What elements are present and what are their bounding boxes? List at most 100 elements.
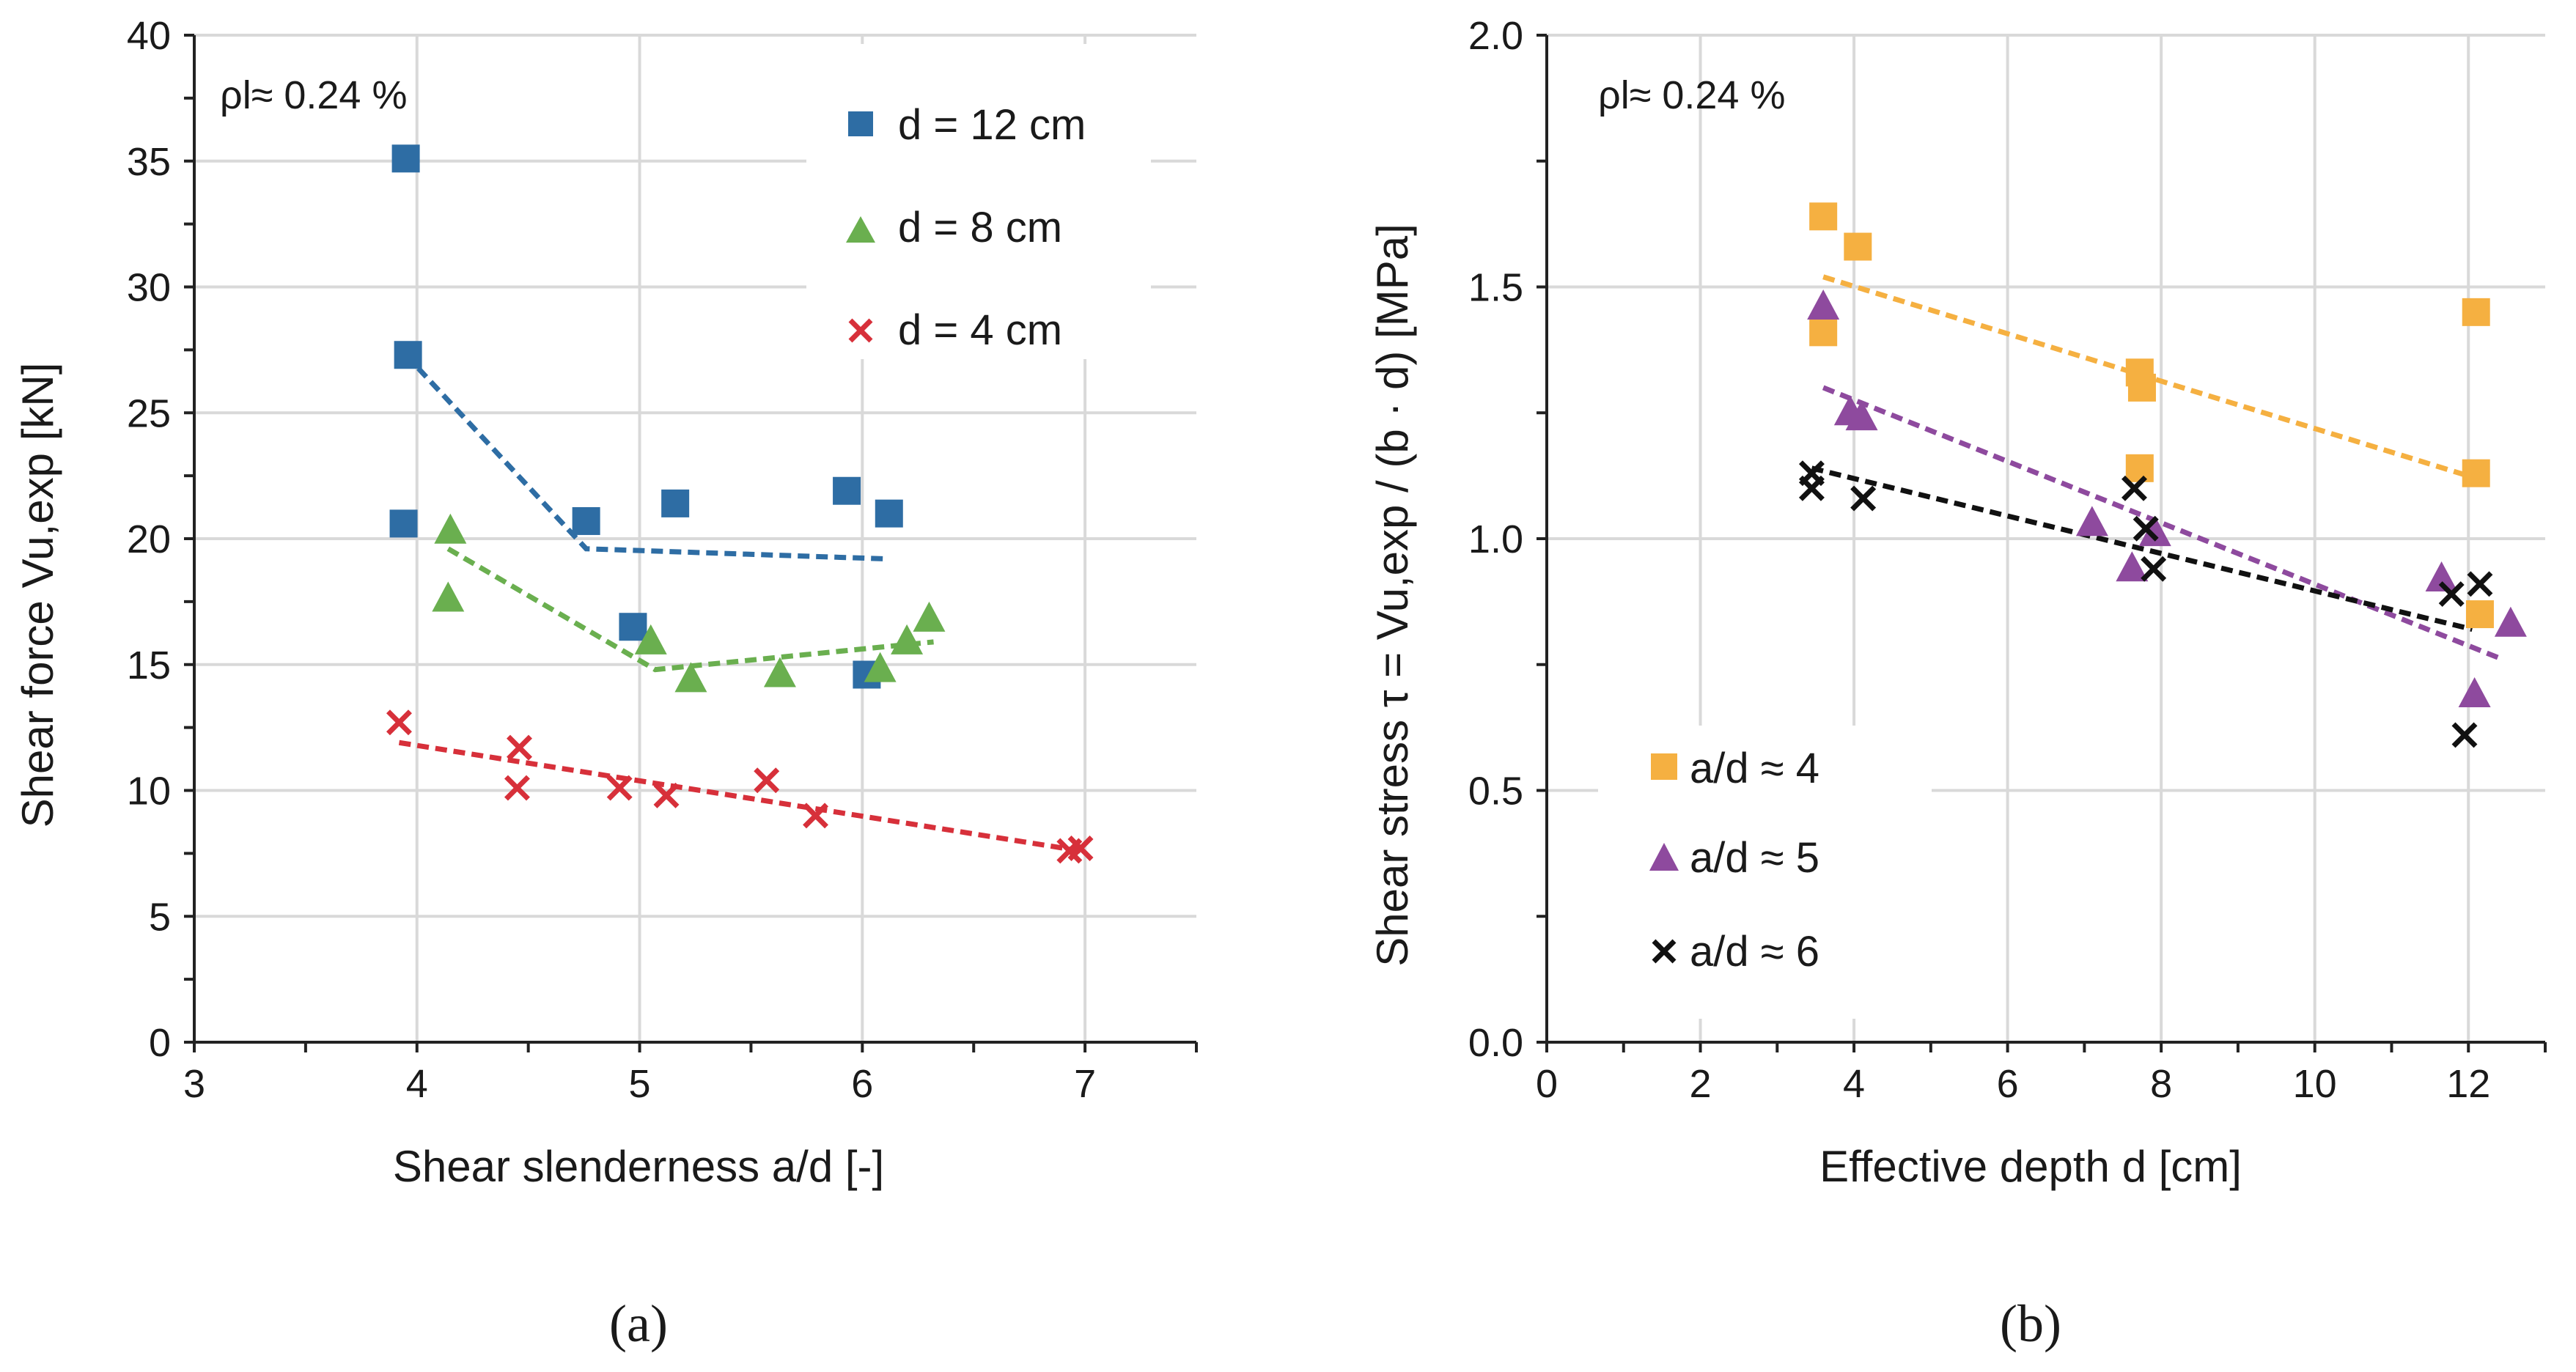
trendline-cross [1811,465,2473,632]
data-point-square [572,506,600,535]
legend-marker-ad5 [1649,843,1679,871]
panel-b-legend: a/d ≈ 4 a/d ≈ 5 a/d ≈ 6 [1598,726,1932,1019]
x-tick-label: 10 [2293,1062,2337,1106]
data-point-square [1844,232,1872,261]
data-point-square [2125,454,2154,482]
panel-a-data-points [386,144,1094,864]
panel-a-caption: (a) [609,1294,668,1353]
data-point-triangle [763,657,796,687]
data-point-square [2462,459,2490,487]
data-point-triangle [913,601,946,632]
data-point-cross [507,734,532,761]
panel-b-tick-labels: 0 2 4 6 8 10 12 0.0 0.5 1.0 1.5 2.0 [1468,14,2490,1106]
x-tick-label: 8 [2150,1062,2172,1106]
panel-a-x-axis-label: Shear slenderness a/d [-] [393,1142,884,1191]
data-point-square [833,476,861,505]
data-point-triangle [634,624,667,654]
data-point-cross [386,709,412,736]
data-point-cross [1798,475,1825,501]
data-point-cross [653,782,680,808]
data-point-triangle [2425,561,2458,591]
panel-b-axes [1537,34,2547,1052]
y-tick-label: 0.5 [1468,770,1523,814]
y-tick-label: 15 [127,643,171,687]
data-point-cross [803,803,829,829]
data-point-square [875,499,903,528]
y-tick-label: 1.5 [1468,266,1523,310]
x-tick-label: 6 [851,1062,873,1106]
panel-b-gridlines [1547,34,2545,1042]
legend-label-d8: d = 8 cm [898,204,1062,251]
legend-label-ad4: a/d ≈ 4 [1690,745,1819,792]
data-point-triangle [2075,506,2108,536]
panel-a-legend: d = 12 cm d = 8 cm d = 4 cm [806,44,1151,359]
data-point-cross [2121,475,2147,501]
data-point-square [389,509,418,538]
trendline-cross [398,740,1081,854]
data-point-triangle [864,652,897,682]
x-tick-label: 12 [2446,1062,2490,1106]
legend-marker-d12 [848,111,873,136]
x-tick-label: 6 [1997,1062,2019,1106]
data-point-triangle [891,624,924,654]
data-point-cross [1850,485,1877,512]
data-point-cross [2467,571,2493,597]
y-tick-label: 35 [127,140,171,184]
x-tick-label: 4 [1843,1062,1865,1106]
legend-marker-ad4 [1651,753,1677,780]
y-tick-label: 30 [127,266,171,310]
legend-marker-d8 [846,216,875,243]
panel-b-trendlines [1811,274,2504,663]
y-tick-label: 1.0 [1468,517,1523,561]
legend-marker-ad6 [1652,939,1677,964]
x-tick-label: 5 [629,1062,651,1106]
data-point-cross [2438,581,2465,608]
panel-b-data-points [1798,202,2527,748]
data-point-cross [2451,722,2478,748]
panel-a-trendlines [398,353,1081,854]
data-point-triangle [2116,551,2149,582]
data-point-square [1809,318,1838,347]
data-point-cross [504,775,530,801]
data-point-square [2465,600,2494,629]
y-tick-label: 25 [127,391,171,435]
panel-a-annotation: ρl≈ 0.24 % [220,73,407,117]
data-point-triangle [434,513,467,544]
legend-label-ad6: a/d ≈ 6 [1690,928,1819,975]
x-tick-label: 2 [1690,1062,1712,1106]
legend-marker-d4 [848,318,873,343]
data-point-square [1809,202,1838,231]
data-point-square [661,489,690,517]
y-tick-label: 20 [127,517,171,561]
trendline-triangle [1822,385,2504,663]
legend-label-d12: d = 12 cm [898,101,1086,149]
panel-a-chart: 3 4 5 6 7 0 5 10 15 20 25 30 35 40 ρl≈ 0.24 % d = 12 … [13,14,1198,1353]
data-point-triangle [1845,400,1878,431]
data-point-cross [2141,556,2167,582]
y-tick-label: 0.0 [1468,1021,1523,1065]
data-point-square [391,144,420,173]
panel-a-tick-labels: 3 4 5 6 7 0 5 10 15 20 25 30 35 40 [127,14,1096,1106]
panel-b-y-axis-label: Shear stress τ = Vu,exp / (b · d) [MPa] [1368,224,1417,967]
data-point-triangle [1807,289,1840,320]
y-tick-label: 10 [127,770,171,814]
data-point-triangle [432,581,465,612]
data-point-triangle [2494,606,2527,637]
trendline-triangle [446,546,934,673]
y-tick-label: 5 [149,895,171,939]
y-tick-label: 2.0 [1468,14,1523,58]
data-point-cross [2132,515,2159,542]
data-point-square [394,341,422,369]
y-tick-label: 0 [149,1021,171,1065]
x-tick-label: 7 [1074,1062,1096,1106]
trendline-square [404,353,885,561]
data-point-triangle [2138,516,2171,547]
data-point-square [2127,373,2156,402]
legend-label-ad5: a/d ≈ 5 [1690,834,1819,882]
panel-b-chart: 0 2 4 6 8 10 12 0.0 0.5 1.0 1.5 2.0 ρl≈ 0.24 % a/d … [1368,14,2547,1353]
panel-a-axes [184,34,1198,1052]
data-point-square [2462,298,2490,326]
data-point-triangle [2458,676,2491,707]
panel-b-caption: (b) [2000,1294,2061,1353]
